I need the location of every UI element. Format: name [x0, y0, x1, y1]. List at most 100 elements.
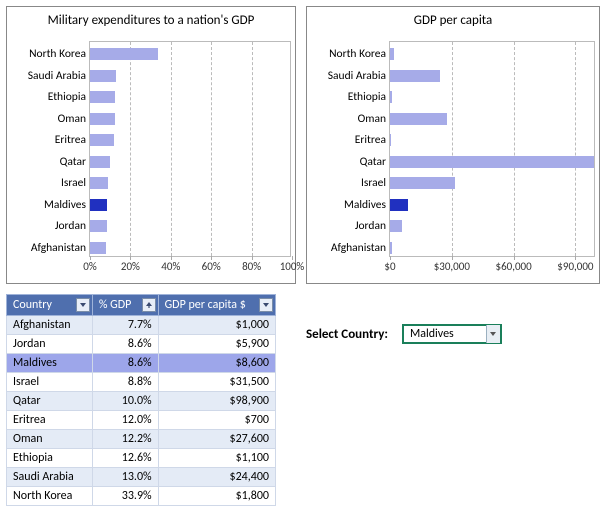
table-row: Maldives8.6%$8,600: [7, 354, 276, 373]
table-row: Ethiopia12.6%$1,100: [7, 449, 276, 468]
table-cell: 10.0%: [92, 392, 158, 411]
sort-asc-icon[interactable]: [142, 298, 156, 312]
table-cell: Israel: [7, 373, 93, 392]
filter-icon[interactable]: [259, 298, 273, 312]
table-header-cell[interactable]: GDP per capita $: [158, 295, 275, 316]
bar-row: Afghanistan: [390, 242, 594, 254]
bar: [90, 113, 115, 125]
bar-row: Eritrea: [390, 134, 594, 146]
bar-row: Saudi Arabia: [390, 70, 594, 82]
y-axis-label: Ethiopia: [348, 90, 386, 104]
bar: [90, 242, 106, 254]
table-cell: 7.7%: [92, 316, 158, 335]
table-column-header: Country: [13, 298, 52, 312]
table-cell: Afghanistan: [7, 316, 93, 335]
y-axis-label: Israel: [61, 176, 86, 190]
bar: [390, 91, 392, 103]
bar-row: Ethiopia: [90, 91, 290, 103]
bar: [90, 91, 115, 103]
table-cell: $700: [158, 411, 275, 430]
table-cell: $5,900: [158, 335, 275, 354]
table-row: Eritrea12.0%$700: [7, 411, 276, 430]
bar: [390, 177, 455, 189]
table-cell: $8,600: [158, 354, 275, 373]
country-selector-area: Select Country: Maldives: [306, 324, 502, 344]
country-dropdown[interactable]: Maldives: [402, 324, 502, 344]
gdp-per-capita-chart: GDP per capita$0$30,000$60,000$90,000Nor…: [306, 6, 600, 284]
bar-row: Maldives: [390, 199, 594, 211]
table-cell: $1,800: [158, 487, 275, 506]
filter-icon[interactable]: [76, 298, 90, 312]
table-cell: $98,900: [158, 392, 275, 411]
bar-row: Ethiopia: [390, 91, 594, 103]
y-axis-label: Israel: [361, 176, 386, 190]
table-cell: Maldives: [7, 354, 93, 373]
y-axis-label: Jordan: [355, 219, 386, 233]
bar-row: Oman: [390, 113, 594, 125]
table-cell: 12.6%: [92, 449, 158, 468]
x-axis-tick: 20%: [121, 260, 140, 273]
bar-highlighted: [390, 199, 408, 211]
x-axis-tick: $30,000: [434, 260, 470, 273]
chevron-down-icon[interactable]: [486, 325, 500, 343]
table-cell: Saudi Arabia: [7, 468, 93, 487]
select-country-label: Select Country:: [306, 327, 388, 342]
x-axis-tick: $60,000: [495, 260, 531, 273]
y-axis-label: Afghanistan: [331, 241, 386, 255]
table-cell: 8.8%: [92, 373, 158, 392]
table-column-header: % GDP: [99, 298, 131, 312]
bar-row: Eritrea: [90, 134, 290, 146]
table-row: Qatar10.0%$98,900: [7, 392, 276, 411]
y-axis-label: Saudi Arabia: [328, 69, 386, 83]
y-axis-label: Afghanistan: [31, 241, 86, 255]
bar: [390, 134, 391, 146]
bar: [390, 220, 402, 232]
table-cell: Ethiopia: [7, 449, 93, 468]
y-axis-label: Maldives: [344, 198, 386, 212]
table-row: Saudi Arabia13.0%$24,400: [7, 468, 276, 487]
bar-highlighted: [90, 199, 107, 211]
y-axis-label: Oman: [58, 112, 86, 126]
table-row: Jordan8.6%$5,900: [7, 335, 276, 354]
bar-row: Jordan: [90, 220, 290, 232]
bar: [390, 156, 594, 168]
table-cell: 12.2%: [92, 430, 158, 449]
bar: [90, 70, 116, 82]
table-cell: Eritrea: [7, 411, 93, 430]
bar-row: Qatar: [90, 156, 290, 168]
table-cell: 8.6%: [92, 335, 158, 354]
bar: [390, 70, 440, 82]
table-cell: 13.0%: [92, 468, 158, 487]
bar-row: Qatar: [390, 156, 594, 168]
bar: [90, 156, 110, 168]
chart-title: Military expenditures to a nation's GDP: [7, 7, 295, 32]
bar-row: Afghanistan: [90, 242, 290, 254]
table-cell: $24,400: [158, 468, 275, 487]
bar-row: Israel: [90, 177, 290, 189]
bar-row: Oman: [90, 113, 290, 125]
y-axis-label: North Korea: [29, 47, 86, 61]
bar: [90, 220, 107, 232]
table-header-cell[interactable]: % GDP: [92, 295, 158, 316]
bar: [390, 113, 447, 125]
country-dropdown-value: Maldives: [404, 327, 486, 341]
x-axis-tick: 60%: [202, 260, 221, 273]
table-row: North Korea33.9%$1,800: [7, 487, 276, 506]
bar-row: Maldives: [90, 199, 290, 211]
bar-row: Israel: [390, 177, 594, 189]
table-cell: $27,600: [158, 430, 275, 449]
table-cell: Qatar: [7, 392, 93, 411]
y-axis-label: Saudi Arabia: [28, 69, 86, 83]
table-row: Oman12.2%$27,600: [7, 430, 276, 449]
bar: [390, 242, 392, 254]
table-row: Afghanistan7.7%$1,000: [7, 316, 276, 335]
x-axis-tick: $0: [384, 260, 395, 273]
x-axis-tick: 80%: [242, 260, 261, 273]
y-axis-label: Eritrea: [355, 133, 386, 147]
bar-row: Saudi Arabia: [90, 70, 290, 82]
y-axis-label: Qatar: [60, 155, 86, 169]
table-header-cell[interactable]: Country: [7, 295, 93, 316]
table-row: Israel8.8%$31,500: [7, 373, 276, 392]
x-axis-tick: 0%: [83, 260, 96, 273]
chart-title: GDP per capita: [307, 7, 599, 32]
